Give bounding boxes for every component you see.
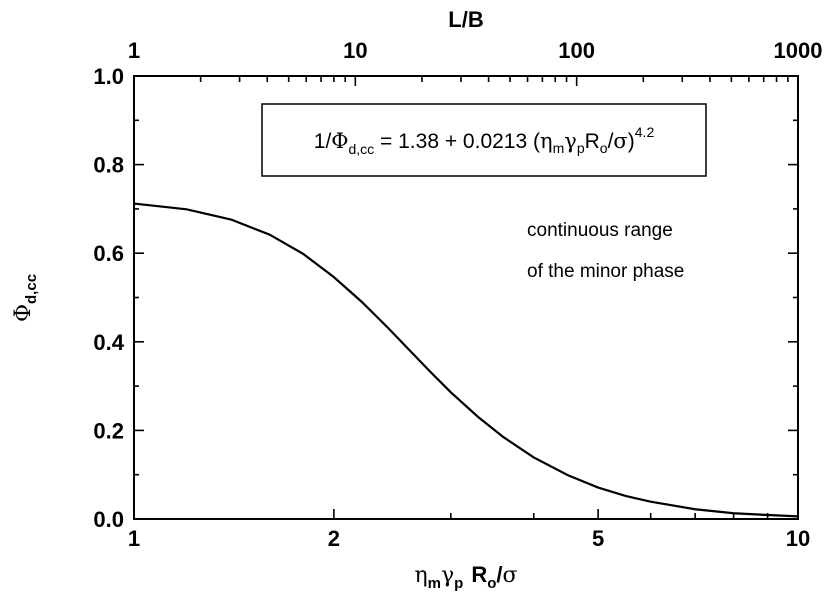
top-tick-label: 100 xyxy=(558,38,595,63)
y-tick-label: 0.0 xyxy=(93,507,124,532)
y-tick-label: 0.2 xyxy=(93,418,124,443)
x-tick-label: 1 xyxy=(128,526,140,551)
x-axis-label: ηmγp Ro/σ xyxy=(414,562,517,592)
tick-labels: 1 2 5 10 1 10 100 1000 0.0 0.2 0.4 0.6 0.8 1.0 xyxy=(93,38,822,551)
y-tick-label: 1.0 xyxy=(93,64,124,89)
data-series-curve xyxy=(133,202,799,518)
y-axis-label: Φd,cc xyxy=(11,274,40,322)
top-tick-label: 1 xyxy=(128,38,140,63)
equation-text: 1/Φd,cc = 1.38 + 0.0213 (ηmγpRo/σ)4.2 xyxy=(314,124,655,157)
top-axis-label: L/B xyxy=(448,7,483,32)
equation-box xyxy=(261,103,707,177)
x-tick-label: 10 xyxy=(786,526,810,551)
x-tick-label: 5 xyxy=(592,526,604,551)
annotation-line-1: continuous range xyxy=(527,220,673,241)
y-tick-label: 0.4 xyxy=(93,330,124,355)
annotation-line-2: of the minor phase xyxy=(527,261,684,282)
y-tick-label: 0.8 xyxy=(93,153,124,178)
top-tick-label: 10 xyxy=(343,38,367,63)
top-tick-label: 1000 xyxy=(774,38,823,63)
x-tick-label: 2 xyxy=(328,526,340,551)
y-tick-label: 0.6 xyxy=(93,241,124,266)
